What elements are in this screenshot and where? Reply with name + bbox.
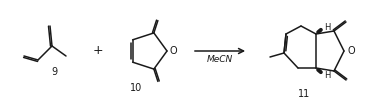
Text: +: + <box>93 45 103 57</box>
Text: H: H <box>324 70 330 80</box>
Text: 10: 10 <box>130 83 142 93</box>
Text: 11: 11 <box>298 89 310 99</box>
Text: O: O <box>347 46 355 56</box>
Text: H: H <box>324 22 330 31</box>
Text: 9: 9 <box>51 67 57 77</box>
Text: O: O <box>170 46 178 56</box>
Text: MeCN: MeCN <box>207 55 233 64</box>
